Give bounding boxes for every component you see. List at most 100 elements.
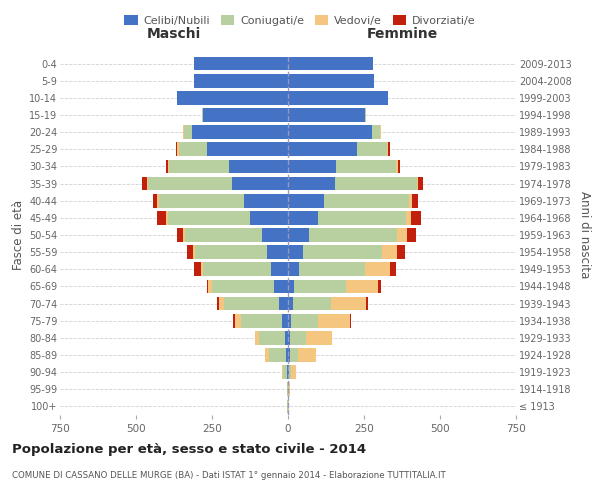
Bar bbox=[192, 126, 288, 139]
Bar bbox=[285, 331, 288, 344]
Bar bbox=[183, 228, 185, 242]
Bar bbox=[319, 211, 406, 224]
Bar bbox=[274, 280, 288, 293]
Bar bbox=[378, 280, 382, 293]
Bar bbox=[371, 126, 380, 139]
Bar bbox=[288, 126, 371, 139]
Bar bbox=[288, 314, 291, 328]
Bar bbox=[229, 160, 288, 173]
Bar bbox=[288, 194, 325, 207]
Bar bbox=[194, 262, 201, 276]
Bar bbox=[182, 126, 184, 139]
Bar bbox=[291, 314, 318, 328]
Bar bbox=[159, 194, 244, 207]
Bar bbox=[203, 108, 288, 122]
Bar bbox=[232, 176, 288, 190]
Bar bbox=[142, 176, 146, 190]
Bar bbox=[365, 108, 366, 122]
Bar bbox=[153, 194, 157, 207]
Bar bbox=[382, 246, 397, 259]
Bar bbox=[241, 314, 282, 328]
Bar bbox=[157, 211, 166, 224]
Bar bbox=[267, 246, 288, 259]
Bar bbox=[282, 314, 288, 328]
Bar bbox=[346, 280, 378, 293]
Bar bbox=[288, 366, 289, 379]
Bar bbox=[331, 296, 367, 310]
Bar bbox=[287, 366, 288, 379]
Bar bbox=[288, 296, 293, 310]
Bar bbox=[289, 382, 290, 396]
Bar bbox=[365, 262, 390, 276]
Bar bbox=[290, 348, 298, 362]
Bar bbox=[262, 228, 288, 242]
Bar bbox=[269, 348, 286, 362]
Bar bbox=[202, 108, 203, 122]
Bar bbox=[288, 246, 303, 259]
Bar bbox=[208, 280, 212, 293]
Bar bbox=[187, 246, 193, 259]
Bar bbox=[409, 194, 412, 207]
Bar bbox=[201, 262, 203, 276]
Bar bbox=[288, 142, 358, 156]
Bar bbox=[325, 194, 409, 207]
Bar bbox=[293, 296, 331, 310]
Bar bbox=[388, 142, 389, 156]
Bar bbox=[416, 176, 418, 190]
Bar bbox=[168, 160, 169, 173]
Bar bbox=[290, 331, 305, 344]
Bar bbox=[299, 262, 365, 276]
Bar bbox=[411, 211, 421, 224]
Bar bbox=[367, 296, 368, 310]
Bar bbox=[288, 91, 388, 104]
Text: Popolazione per età, sesso e stato civile - 2014: Popolazione per età, sesso e stato civil… bbox=[12, 442, 366, 456]
Bar bbox=[387, 142, 388, 156]
Bar bbox=[194, 56, 288, 70]
Bar bbox=[396, 160, 398, 173]
Bar bbox=[298, 348, 316, 362]
Bar bbox=[289, 366, 292, 379]
Bar bbox=[336, 160, 396, 173]
Bar bbox=[177, 91, 288, 104]
Bar bbox=[288, 74, 374, 88]
Bar bbox=[265, 348, 269, 362]
Bar bbox=[292, 366, 296, 379]
Bar bbox=[195, 246, 267, 259]
Bar bbox=[178, 142, 179, 156]
Bar bbox=[407, 228, 416, 242]
Legend: Celibi/Nubili, Coniugati/e, Vedovi/e, Divorziati/e: Celibi/Nubili, Coniugati/e, Vedovi/e, Di… bbox=[120, 10, 480, 30]
Bar bbox=[288, 348, 290, 362]
Bar bbox=[390, 262, 396, 276]
Bar bbox=[271, 262, 288, 276]
Text: COMUNE DI CASSANO DELLE MURGE (BA) - Dati ISTAT 1° gennaio 2014 - Elaborazione T: COMUNE DI CASSANO DELLE MURGE (BA) - Dat… bbox=[12, 471, 446, 480]
Bar bbox=[397, 246, 405, 259]
Bar bbox=[208, 142, 288, 156]
Bar bbox=[350, 314, 351, 328]
Bar bbox=[166, 160, 168, 173]
Bar bbox=[169, 160, 229, 173]
Bar bbox=[288, 331, 290, 344]
Bar bbox=[157, 194, 159, 207]
Bar bbox=[184, 126, 192, 139]
Bar bbox=[305, 331, 332, 344]
Bar bbox=[412, 194, 418, 207]
Bar bbox=[212, 280, 274, 293]
Bar bbox=[288, 160, 336, 173]
Bar bbox=[318, 314, 350, 328]
Bar bbox=[282, 366, 283, 379]
Bar bbox=[177, 228, 183, 242]
Bar bbox=[279, 296, 288, 310]
Bar bbox=[358, 142, 387, 156]
Bar bbox=[207, 280, 208, 293]
Bar bbox=[294, 280, 346, 293]
Bar bbox=[168, 211, 250, 224]
Bar bbox=[406, 211, 411, 224]
Bar bbox=[224, 296, 279, 310]
Bar bbox=[218, 296, 224, 310]
Y-axis label: Fasce di età: Fasce di età bbox=[11, 200, 25, 270]
Bar bbox=[203, 262, 271, 276]
Bar bbox=[185, 228, 262, 242]
Bar bbox=[254, 331, 259, 344]
Bar bbox=[288, 262, 299, 276]
Bar bbox=[380, 126, 382, 139]
